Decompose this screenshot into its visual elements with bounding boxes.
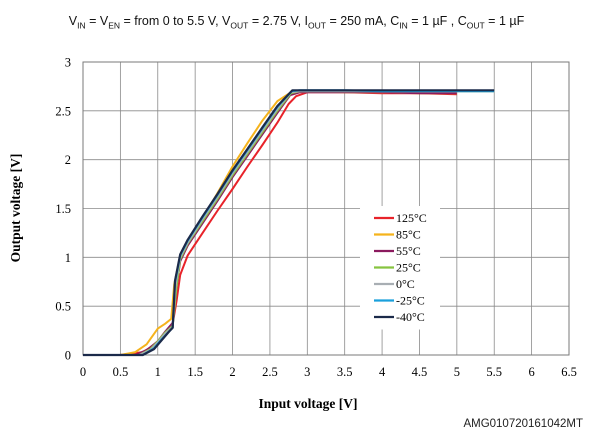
y-tick-label: 3 xyxy=(65,56,71,70)
y-tick-label: 0.5 xyxy=(55,300,71,314)
conditions-text: = 1 µF xyxy=(484,14,525,28)
x-tick-label: 5.5 xyxy=(486,365,502,379)
x-tick-label: 2.5 xyxy=(262,365,278,379)
conditions-text: = 1 µF , C xyxy=(407,14,467,28)
series-layer xyxy=(83,89,495,357)
x-tick-label: 6.5 xyxy=(561,365,577,379)
plot-area-border xyxy=(82,61,570,356)
tick-layer: 0 0.5 1 1.5 2 2.5 3 3.5 4 4.5 5 5.5 6 6.5 0 0.5 1 1.5 2 2.5… xyxy=(55,56,576,380)
x-tick-label: 2 xyxy=(229,365,235,379)
conditions-text: = 250 mA, C xyxy=(325,14,400,28)
x-tick-label: 0.5 xyxy=(113,365,129,379)
x-tick-label: 3 xyxy=(304,365,310,379)
x-tick-label: 4 xyxy=(379,365,386,379)
x-tick-label: 0 xyxy=(80,365,86,379)
conditions-text: V xyxy=(68,14,78,28)
x-tick-label: 1 xyxy=(155,365,161,379)
y-tick-label: 1 xyxy=(65,251,71,265)
x-tick-label: 1.5 xyxy=(187,365,203,379)
conditions-subscript: IN xyxy=(77,20,86,31)
conditions-subscript: EN xyxy=(108,20,121,31)
conditions-text: = V xyxy=(85,14,109,28)
legend-entry: 125°C xyxy=(396,211,427,225)
x-tick-label: 3.5 xyxy=(337,365,353,379)
conditions-subscript: OUT xyxy=(308,20,326,31)
legend-entry: -25°C xyxy=(396,294,425,308)
legend: 125°C 85°C 55°C 25°C 0°C -25°C -40°C xyxy=(360,206,440,330)
conditions-subscript: IN xyxy=(399,20,408,31)
conditions-text: = 2.75 V, I xyxy=(248,14,309,28)
y-tick-label: 2.5 xyxy=(55,104,71,118)
legend-entry: -40°C xyxy=(396,310,425,324)
x-tick-label: 4.5 xyxy=(412,365,428,379)
conditions-text: = from 0 to 5.5 V, V xyxy=(120,14,231,28)
legend-entry: 85°C xyxy=(396,228,421,242)
legend-entry: 25°C xyxy=(396,261,421,275)
conditions-subscript: OUT xyxy=(466,20,485,31)
series-line--40C xyxy=(83,89,495,357)
document-code: AMG010720161042MT xyxy=(463,418,583,430)
legend-entry: 0°C xyxy=(396,277,415,291)
y-axis-label: Output voltage [V] xyxy=(8,154,23,263)
x-tick-label: 6 xyxy=(528,365,534,379)
y-tick-label: 1.5 xyxy=(55,202,71,216)
x-axis-label: Input voltage [V] xyxy=(258,396,357,411)
grid-layer xyxy=(82,61,570,356)
legend-entry: 55°C xyxy=(396,244,421,258)
test-conditions: VIN = VEN = from 0 to 5.5 V, VOUT = 2.75… xyxy=(0,14,593,31)
y-tick-label: 0 xyxy=(65,349,71,363)
conditions-subscript: OUT xyxy=(230,20,249,31)
legend-background xyxy=(360,206,440,330)
x-tick-label: 5 xyxy=(454,365,460,379)
y-tick-label: 2 xyxy=(65,153,71,167)
